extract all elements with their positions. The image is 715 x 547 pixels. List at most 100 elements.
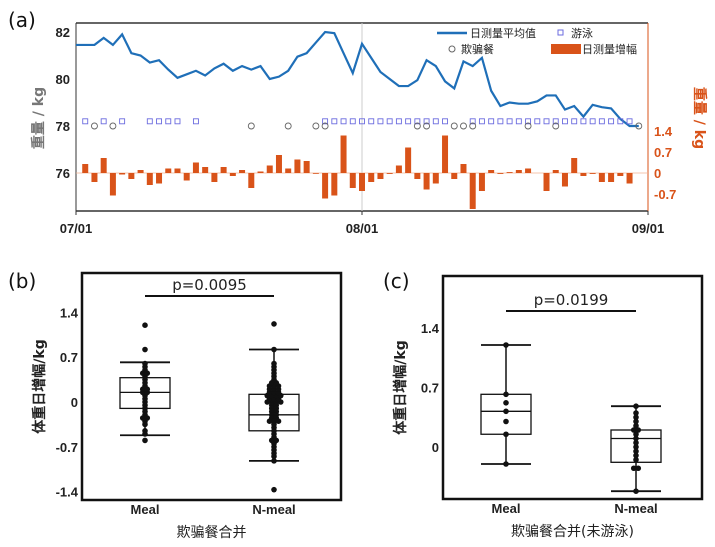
data-point (503, 431, 509, 438)
data-point (633, 414, 639, 421)
increment-bar (598, 173, 605, 182)
increment-bar (220, 167, 227, 173)
y-tick-left: 80 (56, 72, 70, 87)
increment-bar (82, 164, 89, 173)
cheat-marker (469, 122, 477, 130)
swim-marker (377, 118, 384, 125)
data-point (271, 486, 277, 493)
swim-marker (165, 118, 172, 125)
increment-bar (478, 173, 485, 191)
increment-bar (128, 173, 135, 179)
legend-cheat-label: 欺骗餐 (461, 42, 494, 56)
y-axis-label: 体重日增幅/kg (31, 339, 48, 433)
data-point (630, 465, 637, 472)
x-axis-title: 欺骗餐合并 (177, 525, 247, 541)
increment-bar (626, 173, 633, 184)
data-point (142, 431, 148, 437)
data-point (633, 435, 639, 442)
x-category-label: Meal (131, 502, 160, 517)
cheat-marker (247, 122, 255, 130)
legend-line-label: 日测量平均值 (470, 27, 536, 40)
y-axis-label-right: 重量 / kg (691, 87, 708, 149)
increment-bar (239, 170, 246, 173)
increment-bar (146, 173, 153, 185)
increment-bar (405, 147, 412, 173)
cheat-marker (423, 122, 431, 130)
data-point (635, 427, 642, 433)
swim-marker (174, 118, 181, 125)
data-point (503, 461, 509, 467)
increment-bar (322, 173, 329, 199)
increment-bar (183, 173, 190, 181)
data-point (633, 444, 639, 450)
x-axis-title: 欺骗餐合并(未游泳) (511, 524, 634, 540)
p-value-label: p=0.0199 (534, 291, 609, 309)
swim-marker (589, 118, 596, 125)
swim-marker (506, 118, 513, 125)
swim-marker (478, 118, 485, 125)
y-tick-label: 1.4 (60, 305, 79, 320)
data-point (275, 418, 282, 425)
data-point (633, 422, 639, 429)
increment-bar (561, 173, 568, 187)
increment-bar (506, 172, 513, 173)
increment-bar (543, 173, 550, 191)
increment-bar (303, 161, 310, 173)
increment-bar (137, 170, 144, 173)
x-tick-label: 08/01 (346, 221, 379, 236)
data-point (142, 360, 148, 367)
increment-bar (442, 135, 449, 173)
data-point (635, 465, 642, 472)
panel-label-a: (a) (8, 8, 36, 32)
increment-bar (368, 173, 375, 182)
swim-marker (156, 118, 162, 125)
panel-label: (c) (383, 269, 410, 293)
increment-bar (229, 173, 236, 176)
swim-marker (192, 118, 199, 125)
y-tick-label: -1.4 (56, 485, 79, 500)
swim-marker (442, 118, 448, 125)
swim-marker (515, 118, 522, 125)
increment-bar (414, 173, 421, 179)
swim-marker (626, 118, 633, 125)
y-tick-left: 78 (56, 119, 70, 134)
swim-marker (432, 118, 439, 125)
swim-marker (534, 118, 541, 125)
increment-bar (571, 158, 578, 173)
data-point (633, 448, 639, 455)
legend-swim-swatch (557, 29, 564, 36)
increment-bar (589, 173, 596, 174)
swim-marker (331, 118, 338, 125)
legend-bar-label: 日测量增幅 (582, 42, 637, 56)
increment-bar (100, 158, 107, 173)
increment-bar (285, 168, 292, 173)
data-point (142, 437, 148, 444)
swim-marker (552, 118, 559, 125)
y-tick-label: 1.4 (421, 321, 440, 336)
increment-bar (469, 173, 476, 209)
increment-bar (580, 173, 587, 176)
swim-marker (146, 118, 153, 125)
increment-bar (340, 135, 347, 173)
cheat-marker (552, 122, 560, 130)
increment-bar (119, 173, 126, 175)
data-point (271, 346, 277, 353)
increment-bar (275, 155, 282, 173)
swim-marker (617, 118, 624, 125)
data-point (503, 408, 509, 415)
x-tick-label: 09/01 (632, 221, 665, 236)
data-point (633, 488, 639, 495)
data-point (271, 360, 277, 367)
swim-marker (340, 118, 347, 125)
cheat-marker (524, 122, 532, 130)
increment-bar (109, 173, 116, 196)
y-tick-left: 82 (56, 25, 70, 40)
increment-bar (257, 171, 264, 173)
y-tick-right: 0 (654, 166, 661, 181)
cheat-marker (450, 122, 458, 130)
y-axis-label: 体重日增幅/kg (392, 340, 409, 434)
weight-line (76, 30, 639, 128)
increment-bar (91, 173, 98, 182)
swim-marker (368, 118, 375, 125)
swim-marker (349, 118, 356, 125)
